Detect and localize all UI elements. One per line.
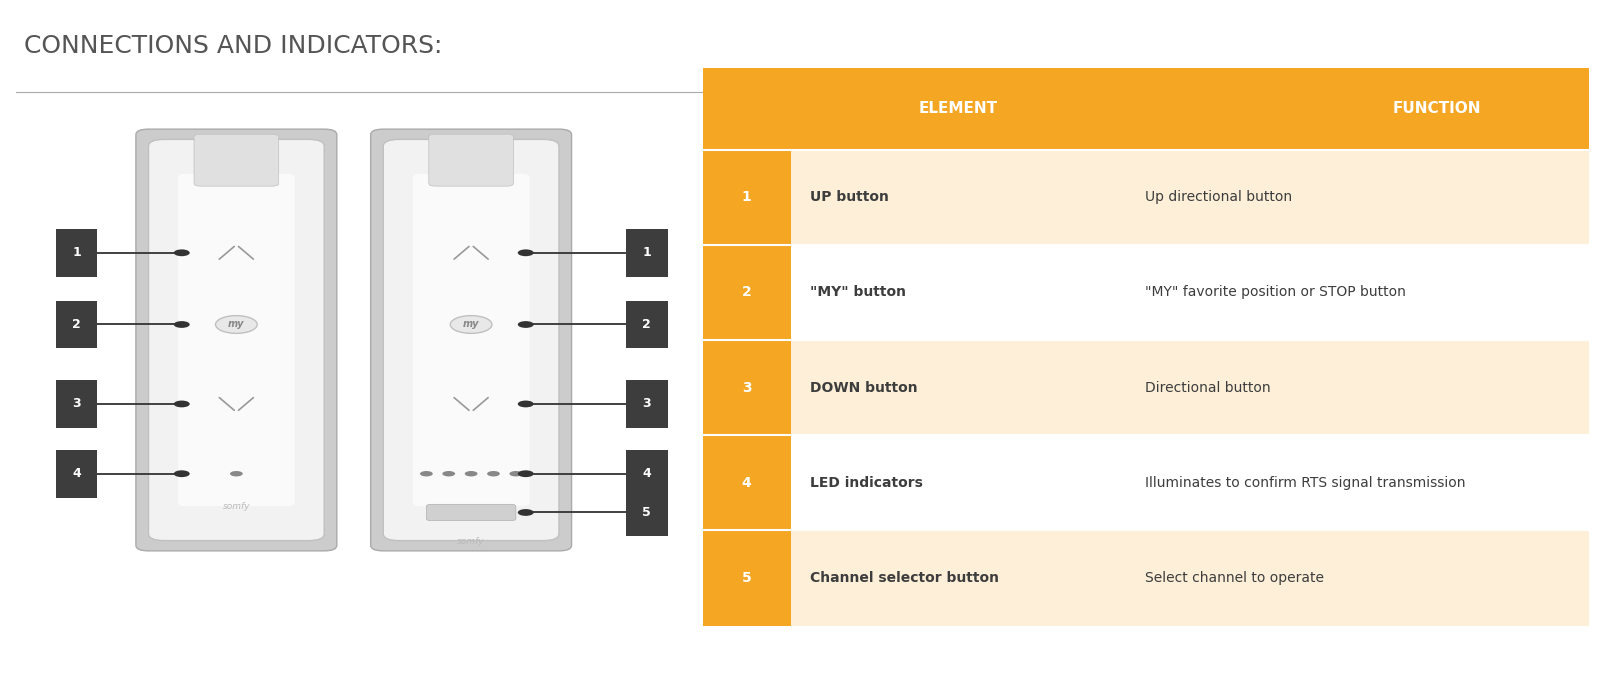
Circle shape: [517, 509, 533, 516]
Text: UP button: UP button: [810, 190, 888, 204]
Text: my: my: [228, 320, 244, 330]
FancyBboxPatch shape: [626, 380, 668, 428]
FancyBboxPatch shape: [703, 340, 791, 435]
FancyBboxPatch shape: [703, 245, 1589, 340]
FancyBboxPatch shape: [703, 68, 1589, 150]
FancyBboxPatch shape: [56, 380, 97, 428]
FancyBboxPatch shape: [626, 489, 668, 537]
FancyBboxPatch shape: [56, 450, 97, 498]
FancyBboxPatch shape: [371, 129, 572, 551]
Circle shape: [487, 471, 500, 477]
Text: Channel selector button: Channel selector button: [810, 571, 998, 585]
Circle shape: [517, 321, 533, 328]
Circle shape: [174, 250, 190, 256]
Text: 3: 3: [642, 397, 652, 411]
Circle shape: [517, 401, 533, 407]
FancyBboxPatch shape: [149, 139, 324, 541]
Text: somfy: somfy: [457, 537, 485, 546]
FancyBboxPatch shape: [136, 129, 337, 551]
Text: my: my: [463, 320, 479, 330]
FancyBboxPatch shape: [193, 134, 278, 186]
Text: 1: 1: [642, 246, 652, 259]
FancyBboxPatch shape: [703, 150, 791, 245]
Text: "MY" favorite position or STOP button: "MY" favorite position or STOP button: [1145, 286, 1405, 299]
FancyBboxPatch shape: [56, 301, 97, 348]
Circle shape: [174, 401, 190, 407]
Circle shape: [465, 471, 478, 477]
Circle shape: [216, 316, 257, 333]
FancyBboxPatch shape: [177, 174, 294, 506]
FancyBboxPatch shape: [412, 174, 529, 506]
Text: 4: 4: [72, 467, 81, 480]
Circle shape: [450, 316, 492, 333]
Text: Up directional button: Up directional button: [1145, 190, 1292, 204]
FancyBboxPatch shape: [703, 530, 791, 626]
Text: somfy: somfy: [222, 502, 251, 511]
Text: "MY" button: "MY" button: [810, 286, 905, 299]
Text: CONNECTIONS AND INDICATORS:: CONNECTIONS AND INDICATORS:: [24, 34, 442, 58]
Text: Select channel to operate: Select channel to operate: [1145, 571, 1324, 585]
FancyBboxPatch shape: [426, 505, 516, 521]
Text: LED indicators: LED indicators: [810, 476, 923, 490]
Text: Directional button: Directional button: [1145, 381, 1271, 394]
Circle shape: [442, 471, 455, 477]
Text: Illuminates to confirm RTS signal transmission: Illuminates to confirm RTS signal transm…: [1145, 476, 1466, 490]
Text: FUNCTION: FUNCTION: [1393, 101, 1482, 116]
Text: DOWN button: DOWN button: [810, 381, 917, 394]
Text: 2: 2: [72, 318, 81, 331]
Text: 3: 3: [741, 381, 752, 394]
FancyBboxPatch shape: [626, 450, 668, 498]
Circle shape: [230, 471, 243, 477]
Text: 2: 2: [741, 286, 752, 299]
FancyBboxPatch shape: [703, 245, 791, 340]
FancyBboxPatch shape: [626, 229, 668, 277]
FancyBboxPatch shape: [703, 435, 1589, 530]
Circle shape: [174, 321, 190, 328]
Circle shape: [509, 471, 522, 477]
Circle shape: [174, 471, 190, 477]
Text: 1: 1: [72, 246, 81, 259]
FancyBboxPatch shape: [383, 139, 559, 541]
Text: 1: 1: [741, 190, 752, 204]
Circle shape: [517, 250, 533, 256]
FancyBboxPatch shape: [703, 530, 1589, 626]
FancyBboxPatch shape: [703, 150, 1589, 245]
FancyBboxPatch shape: [626, 301, 668, 348]
Text: ELEMENT: ELEMENT: [918, 101, 998, 116]
Text: 5: 5: [741, 571, 752, 585]
Text: 4: 4: [642, 467, 652, 480]
Circle shape: [517, 471, 533, 477]
Text: 2: 2: [642, 318, 652, 331]
FancyBboxPatch shape: [703, 340, 1589, 435]
Circle shape: [420, 471, 433, 477]
Text: 5: 5: [642, 506, 652, 519]
FancyBboxPatch shape: [428, 134, 513, 186]
FancyBboxPatch shape: [703, 435, 791, 530]
Text: 4: 4: [741, 476, 752, 490]
FancyBboxPatch shape: [56, 229, 97, 277]
Text: 3: 3: [72, 397, 81, 411]
